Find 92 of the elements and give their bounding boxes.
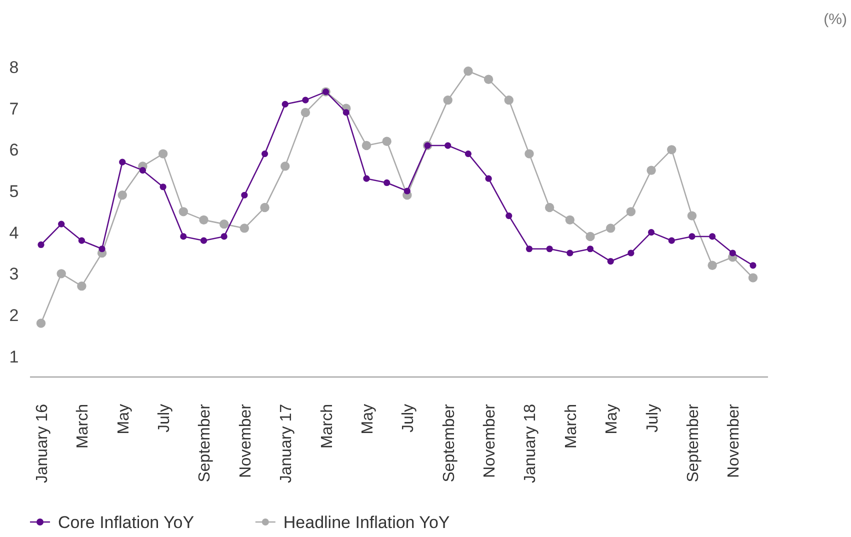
x-tick-label: March [562, 404, 580, 448]
x-tick-label: September [440, 403, 458, 482]
point [464, 150, 472, 158]
point [220, 233, 228, 240]
point [708, 260, 717, 270]
x-tick-label: November [726, 403, 743, 478]
point [200, 237, 208, 244]
x-tick-label: May [115, 404, 132, 434]
point [626, 207, 636, 216]
x-tick-label: July [400, 404, 418, 432]
x-tick-label: March [74, 404, 92, 448]
point [464, 66, 473, 76]
point [261, 150, 268, 158]
point [382, 136, 392, 146]
point [485, 175, 492, 182]
point [687, 211, 697, 220]
y-tick-label: 3 [9, 264, 19, 284]
point [78, 237, 85, 244]
point [606, 224, 616, 233]
x-tick-label: November [237, 403, 254, 478]
x-tick-label: September [684, 403, 702, 482]
point [280, 162, 290, 171]
point [688, 233, 696, 240]
y-tick-label: 5 [9, 182, 19, 201]
point [546, 246, 553, 252]
point [506, 212, 512, 220]
point [586, 246, 594, 252]
x-tick-label: January 18 [522, 404, 540, 484]
point [443, 95, 452, 105]
point [444, 142, 452, 149]
point [342, 109, 350, 116]
point [709, 233, 716, 240]
point [240, 224, 250, 233]
text: (%) [824, 11, 848, 28]
point [667, 145, 676, 154]
y-tick-label: 7 [9, 99, 19, 118]
point [98, 246, 106, 252]
point [648, 229, 655, 236]
point [750, 262, 756, 269]
point [566, 250, 574, 256]
point [260, 202, 270, 212]
point [77, 281, 86, 291]
point [178, 207, 188, 216]
point [729, 250, 736, 256]
y-tick-label: 2 [9, 306, 19, 325]
point [384, 179, 390, 186]
point [586, 232, 595, 242]
x-tick-label: May [359, 404, 376, 434]
point [139, 167, 146, 174]
point [362, 140, 372, 150]
point [668, 237, 675, 244]
point [628, 250, 634, 256]
x-tick-label: November [482, 403, 499, 478]
legend-label: Headline Inflation YoY [283, 513, 450, 532]
y-tick-label: 1 [9, 347, 19, 366]
y-tick-label: 4 [9, 223, 19, 242]
point [484, 74, 494, 84]
point [36, 318, 46, 328]
point [748, 273, 758, 282]
point [241, 192, 248, 198]
x-tick-label: January 17 [278, 404, 296, 484]
x-tick-label: July [644, 404, 662, 432]
point [58, 220, 65, 228]
point [404, 188, 410, 194]
point [56, 269, 66, 278]
point [607, 258, 614, 265]
point [158, 149, 168, 158]
legend-label: Core Inflation YoY [58, 513, 194, 532]
point [646, 166, 656, 175]
point [504, 95, 514, 105]
point [282, 100, 288, 108]
x-tick-label: July [156, 404, 174, 432]
point [38, 241, 44, 248]
point [118, 190, 127, 200]
point [302, 96, 309, 104]
point [180, 233, 187, 240]
x-tick-label: September [196, 403, 214, 482]
point [544, 202, 554, 212]
y-tick-label: 6 [9, 140, 19, 160]
point [565, 215, 575, 225]
x-tick-label: January 16 [34, 404, 51, 484]
x-tick-label: May [604, 404, 621, 434]
point [160, 184, 166, 190]
point [524, 149, 534, 158]
point [300, 108, 310, 118]
point [526, 246, 533, 252]
point [363, 175, 370, 182]
point [199, 215, 208, 225]
x-tick-label: March [318, 404, 336, 448]
y-tick-label: 8 [9, 58, 19, 77]
point [219, 219, 229, 229]
point [119, 158, 126, 166]
